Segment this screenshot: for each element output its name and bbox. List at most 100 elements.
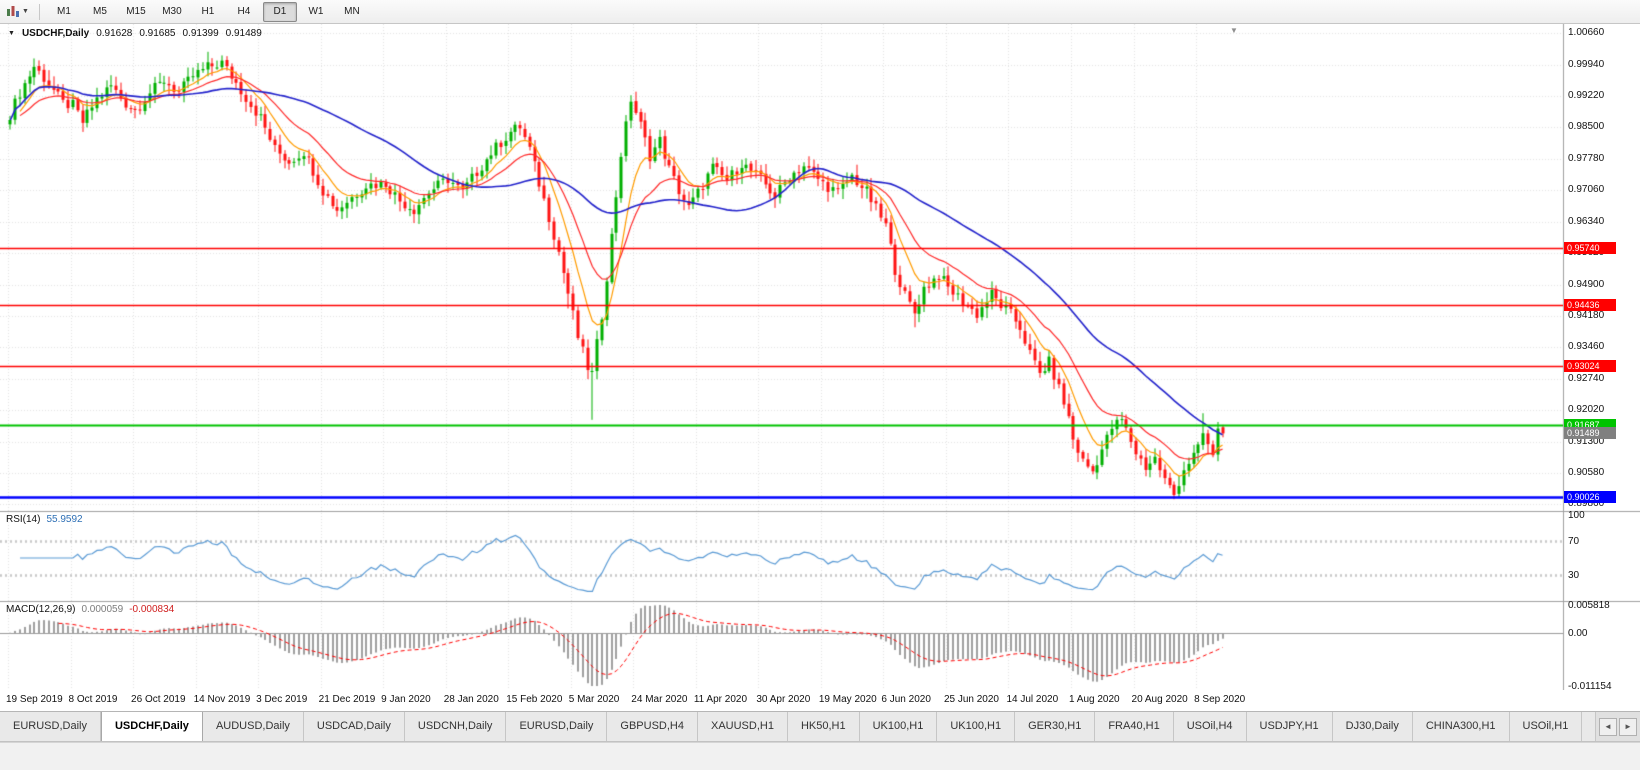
timeframe-button-M1[interactable]: M1 <box>56 6 71 17</box>
price-axis-label: 0.99940 <box>1568 58 1605 70</box>
macd-axis-label: 0.005818 <box>1568 600 1610 611</box>
chart-tab-uk100-h1[interactable]: UK100,H1 <box>937 712 1016 741</box>
date-axis-label: 11 Apr 2020 <box>693 694 748 705</box>
date-axis-label: 24 Mar 2020 <box>631 694 688 705</box>
date-axis-label: 8 Oct 2019 <box>68 694 118 705</box>
timeframe-button-M30[interactable]: M30 <box>162 6 182 17</box>
tab-scroll-left-button[interactable]: ◄ <box>1599 717 1617 736</box>
chart-tab-audusd-daily[interactable]: AUDUSD,Daily <box>202 712 304 741</box>
price-axis-label: 0.97060 <box>1568 184 1605 196</box>
date-axis-label: 6 Jun 2020 <box>881 694 931 705</box>
rsi-axis-label: 100 <box>1568 510 1585 521</box>
rsi-axis-label: 30 <box>1568 570 1580 582</box>
chart-shift-marker: ▼ <box>1230 26 1238 35</box>
status-bar <box>0 742 1640 770</box>
date-axis-label: 28 Jan 2020 <box>443 694 499 705</box>
date-axis-label: 25 Jun 2020 <box>943 694 999 705</box>
hline-price-tag[interactable]: 0.93024 <box>1564 360 1616 373</box>
price-axis-label: 1.00660 <box>1568 27 1605 39</box>
date-axis-label: 26 Oct 2019 <box>131 694 186 705</box>
ohlc-high: 0.91685 <box>139 28 176 39</box>
chart-tab-gbpusd-h4[interactable]: GBPUSD,H4 <box>607 712 698 741</box>
macd-name: MACD(12,26,9) <box>6 604 76 615</box>
date-axis-label: 14 Jul 2020 <box>1006 694 1059 705</box>
chart-tab-eurusd-daily[interactable]: EURUSD,Daily <box>0 712 101 741</box>
date-axis-label: 21 Dec 2019 <box>318 694 376 705</box>
macd-axis-label: 0.00 <box>1568 627 1588 639</box>
tab-scroll-controls: ◄ ► <box>1595 712 1640 741</box>
chart-tab-usoil-h4[interactable]: USOil,H4 <box>1173 712 1247 741</box>
chart-tab-eurusd-daily[interactable]: EURUSD,Daily <box>506 712 608 741</box>
timeframe-button-H4[interactable]: H4 <box>237 6 251 17</box>
date-axis-label: 14 Nov 2019 <box>193 694 251 705</box>
chart-tab-uk100-h1[interactable]: UK100,H1 <box>859 712 938 741</box>
timeframe-button-D1[interactable]: D1 <box>262 2 297 22</box>
date-axis-label: 8 Sep 2020 <box>1194 694 1246 705</box>
rsi-name: RSI(14) <box>6 514 41 525</box>
chart-tab-dj30-daily[interactable]: DJ30,Daily <box>1332 712 1413 741</box>
hline-price-tag[interactable]: 0.95740 <box>1564 241 1616 254</box>
price-axis-label: 0.92020 <box>1568 404 1605 416</box>
chart-type-icon[interactable] <box>4 3 22 21</box>
rsi-value: 55.9592 <box>46 514 83 525</box>
rsi-axis-label: 70 <box>1568 535 1580 547</box>
date-axis-label: 19 May 2020 <box>818 694 877 705</box>
chart-tab-usdcad-daily[interactable]: USDCAD,Daily <box>303 712 405 741</box>
tab-scroll-right-button[interactable]: ► <box>1619 717 1637 736</box>
chart-tab-bar: EURUSD,Daily USDCHF,Daily AUDUSD,Daily USDC… <box>0 712 1640 742</box>
price-axis-label: 0.89860 <box>1568 498 1605 510</box>
price-axis-label: 0.96340 <box>1568 215 1605 227</box>
price-axis-label: 0.94180 <box>1568 309 1605 321</box>
timeframe-button-W1[interactable]: W1 <box>308 6 324 17</box>
ohlc-low: 0.91399 <box>182 28 219 39</box>
macd-main-value: 0.000059 <box>81 604 124 615</box>
price-axis-label: 0.93460 <box>1568 341 1605 353</box>
one-click-trading-toggle[interactable]: ▼ <box>8 30 15 37</box>
price-axis-label: 0.98500 <box>1568 121 1605 133</box>
timeframe-button-M15[interactable]: M15 <box>126 6 146 17</box>
chart-tab-china300-h1[interactable]: CHINA300,H1 <box>1412 712 1510 741</box>
date-axis-label: 5 Mar 2020 <box>568 694 620 705</box>
price-axis-label: 0.90580 <box>1568 467 1605 479</box>
ohlc-header: ▼ USDCHF,Daily 0.91628 0.91685 0.91399 0… <box>8 28 262 39</box>
chart-tab-usoil-h1[interactable]: USOil,H1 <box>1509 712 1583 741</box>
chart-tabs: EURUSD,Daily USDCHF,Daily AUDUSD,Daily USDC… <box>0 712 1595 741</box>
chart-tab-xauusd-h1[interactable]: XAUUSD,H1 <box>697 712 788 741</box>
date-axis-label: 1 Aug 2020 <box>1069 694 1120 705</box>
time-axis[interactable]: 19 Sep 2019 8 Oct 2019 26 Oct 2019 14 Nov 2… <box>0 690 1640 712</box>
price-axis-label: 0.91300 <box>1568 435 1605 447</box>
date-axis-label: 9 Jan 2020 <box>381 694 431 705</box>
macd-indicator-label: MACD(12,26,9) 0.000059 -0.000834 <box>6 604 174 615</box>
chevron-down-icon[interactable]: ▼ <box>22 8 29 15</box>
macd-signal-value: -0.000834 <box>129 604 175 615</box>
chart-tab-usdjpy-h1[interactable]: USDJPY,H1 <box>1246 712 1333 741</box>
chart-tab-usdchf-daily[interactable]: USDCHF,Daily <box>100 712 203 741</box>
date-axis-label: 20 Aug 2020 <box>1131 694 1188 705</box>
timeframe-toolbar: ▼ M1 M5 M15 M30 H1 H4 D1 W1 MN <box>0 0 1640 24</box>
date-axis-label: 3 Dec 2019 <box>256 694 308 705</box>
chart-tab-fra40-h1[interactable]: FRA40,H1 <box>1095 712 1174 741</box>
price-axis-label: 0.92740 <box>1568 372 1605 384</box>
hline-price-tag[interactable]: 0.94436 <box>1564 298 1616 311</box>
ohlc-close: 0.91489 <box>225 28 262 39</box>
timeframe-button-H1[interactable]: H1 <box>201 6 215 17</box>
date-axis-label: 30 Apr 2020 <box>756 694 811 705</box>
timeframe-buttons-group: M1 M5 M15 M30 H1 H4 D1 W1 MN <box>46 1 370 22</box>
price-axis-label: 0.99220 <box>1568 90 1605 101</box>
chart-tab-hk50-h1[interactable]: HK50,H1 <box>787 712 860 741</box>
chart-tab-ger30-h1[interactable]: GER30,H1 <box>1015 712 1096 741</box>
timeframe-button-MN[interactable]: MN <box>344 6 360 17</box>
date-axis-label: 15 Feb 2020 <box>506 694 563 705</box>
price-axis-label: 0.94900 <box>1568 278 1605 290</box>
chart-tab-usdcnh-daily[interactable]: USDCNH,Daily <box>404 712 507 741</box>
price-chart-canvas[interactable] <box>0 24 1640 690</box>
current-price-tag: 0.91489 <box>1564 427 1616 440</box>
timeframe-button-M5[interactable]: M5 <box>92 6 107 17</box>
symbol-title: USDCHF,Daily <box>21 28 90 39</box>
ohlc-open: 0.91628 <box>96 28 133 39</box>
toolbar-divider <box>38 3 40 20</box>
price-axis-label: 0.97780 <box>1568 152 1605 164</box>
date-axis-label: 19 Sep 2019 <box>6 694 63 705</box>
hline-price-tag[interactable]: 0.90026 <box>1564 491 1616 504</box>
